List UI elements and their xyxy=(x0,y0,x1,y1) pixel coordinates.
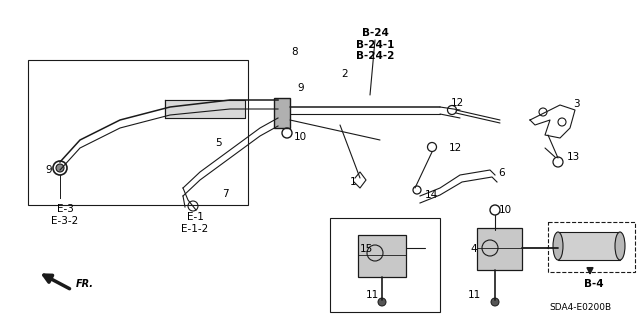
Text: 10: 10 xyxy=(499,205,512,215)
Bar xyxy=(28,60,248,205)
Text: B-4: B-4 xyxy=(584,279,604,289)
Text: E-1
E-1-2: E-1 E-1-2 xyxy=(181,212,209,234)
Text: 9: 9 xyxy=(45,165,52,175)
Text: 11: 11 xyxy=(468,290,481,300)
Text: 9: 9 xyxy=(297,83,303,93)
Text: 7: 7 xyxy=(222,189,228,199)
Text: 3: 3 xyxy=(573,99,580,109)
Bar xyxy=(330,218,440,312)
Text: 14: 14 xyxy=(425,190,438,200)
Ellipse shape xyxy=(615,232,625,260)
Text: 15: 15 xyxy=(360,244,373,254)
Text: 1: 1 xyxy=(350,177,356,187)
Bar xyxy=(358,235,406,277)
Text: 4: 4 xyxy=(470,244,477,254)
Ellipse shape xyxy=(553,232,563,260)
Text: 5: 5 xyxy=(214,138,221,148)
Text: SDA4-E0200B: SDA4-E0200B xyxy=(549,303,611,313)
Text: 10: 10 xyxy=(294,132,307,142)
Circle shape xyxy=(491,298,499,306)
Text: FR.: FR. xyxy=(76,279,94,289)
Bar xyxy=(274,98,290,128)
Bar xyxy=(548,222,635,272)
Text: B-24
B-24-1
B-24-2: B-24 B-24-1 B-24-2 xyxy=(356,28,394,61)
Text: 11: 11 xyxy=(365,290,379,300)
Text: 6: 6 xyxy=(498,168,504,178)
Text: 2: 2 xyxy=(342,69,348,79)
Bar xyxy=(477,228,522,270)
Text: 12: 12 xyxy=(449,143,462,153)
Text: 13: 13 xyxy=(567,152,580,162)
Circle shape xyxy=(56,164,64,172)
Bar xyxy=(558,232,620,260)
Text: 8: 8 xyxy=(292,47,298,57)
Text: E-3
E-3-2: E-3 E-3-2 xyxy=(51,204,79,226)
Text: 12: 12 xyxy=(451,98,464,108)
Polygon shape xyxy=(165,100,245,118)
Circle shape xyxy=(378,298,386,306)
